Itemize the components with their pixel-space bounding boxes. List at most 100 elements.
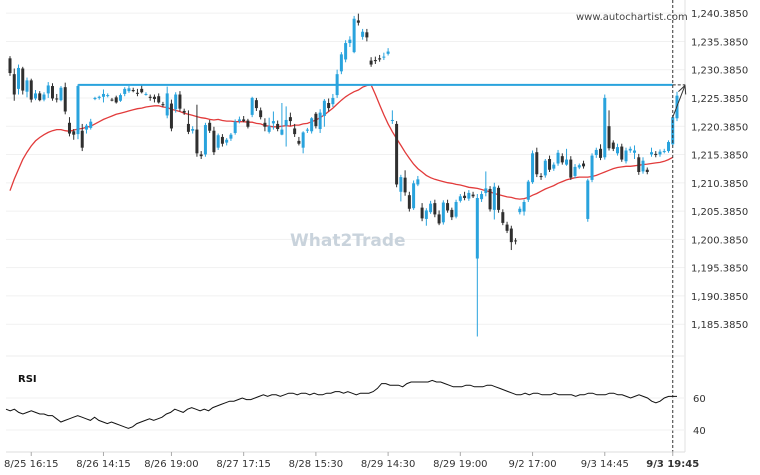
candle <box>369 57 373 67</box>
x-axis: 8/25 16:15 8/26 14:15 8/26 19:00 8/27 17:15… <box>4 451 699 470</box>
candle <box>327 98 331 112</box>
candle <box>212 126 216 156</box>
candle <box>178 91 182 112</box>
candle-body <box>463 195 467 199</box>
candle-body <box>365 32 369 38</box>
candle-body <box>560 156 564 163</box>
candle <box>203 122 207 157</box>
candle-body <box>42 94 46 100</box>
candle <box>144 92 148 96</box>
candle <box>645 167 649 175</box>
candle-body <box>72 131 76 135</box>
y-tick-label: 1,240.3850 <box>691 9 748 20</box>
candle-body <box>650 152 654 155</box>
candle-body <box>450 209 454 218</box>
rsi-tick-label: 60 <box>693 394 706 405</box>
candle <box>293 123 297 137</box>
candle-body <box>654 153 658 156</box>
rsi-layer: 60 40 <box>5 379 706 437</box>
candle-body <box>254 100 258 109</box>
candle-body <box>152 96 156 100</box>
price-grid <box>6 0 686 452</box>
candle <box>650 147 654 157</box>
candle <box>526 179 530 202</box>
candle <box>322 99 326 127</box>
candle-body <box>437 214 441 224</box>
candle-body <box>263 122 267 127</box>
candle-body <box>352 18 356 53</box>
candle <box>12 68 16 101</box>
candle-body <box>535 152 539 175</box>
candle-body <box>522 201 526 212</box>
candle <box>624 147 628 164</box>
candle <box>356 13 360 26</box>
candle-body <box>101 93 105 97</box>
candle-body <box>611 142 615 149</box>
candle <box>89 118 93 130</box>
candle-body <box>395 123 399 185</box>
candle <box>594 147 598 158</box>
candle <box>429 200 433 214</box>
candle <box>480 191 484 202</box>
candle <box>305 127 309 133</box>
candle <box>76 84 80 140</box>
candle-body <box>174 94 178 110</box>
candle <box>543 158 547 178</box>
candle <box>271 111 275 130</box>
y-axis: 1,240.3850 1,235.3850 1,230.3850 1,225.3850… <box>691 9 748 331</box>
candle-body <box>322 100 326 117</box>
candle <box>33 89 37 101</box>
candle-body <box>548 158 552 170</box>
candle-body <box>412 183 416 209</box>
candle-body <box>607 126 611 149</box>
candle-body <box>637 157 641 172</box>
candle <box>331 93 335 107</box>
candle <box>361 28 365 40</box>
candle-body <box>620 146 624 160</box>
x-tick-label: 8/29 14:30 <box>361 459 415 470</box>
candle <box>518 206 522 215</box>
candle <box>233 119 237 135</box>
candle <box>620 143 624 162</box>
candle-body <box>314 113 318 127</box>
candle-body <box>361 31 365 37</box>
candle <box>641 157 645 174</box>
candle <box>407 191 411 212</box>
candle-body <box>89 121 93 128</box>
ma-line-layer <box>9 84 674 200</box>
candle <box>42 92 46 102</box>
candle <box>276 120 280 132</box>
candle <box>246 118 250 129</box>
candle <box>505 221 509 234</box>
x-tick-label: 9/2 17:00 <box>509 459 557 470</box>
candle <box>471 191 475 199</box>
candle-body <box>446 203 450 211</box>
candle <box>658 149 662 157</box>
candle <box>93 96 97 101</box>
x-tick-label: 8/29 19:00 <box>433 459 487 470</box>
candle-body <box>429 203 433 213</box>
candle <box>441 200 445 225</box>
candle <box>72 129 76 140</box>
candle-body <box>38 93 42 101</box>
candle <box>208 119 212 133</box>
candle-body <box>169 103 173 129</box>
candle-body <box>110 99 114 101</box>
candle <box>161 101 165 107</box>
candle-body <box>288 117 292 122</box>
candle <box>97 95 101 100</box>
candle <box>365 28 369 42</box>
candle <box>250 96 254 118</box>
candle-body <box>399 177 403 192</box>
candle <box>50 83 54 101</box>
candle-body <box>114 97 118 103</box>
candle-body <box>140 88 144 93</box>
candle-body <box>475 198 479 259</box>
candle-body <box>118 95 122 101</box>
candle-body <box>8 58 12 74</box>
candle-body <box>55 98 59 100</box>
candle-body <box>191 129 195 131</box>
candle <box>169 99 173 132</box>
candle-body <box>246 120 250 127</box>
candle-body <box>492 186 496 210</box>
